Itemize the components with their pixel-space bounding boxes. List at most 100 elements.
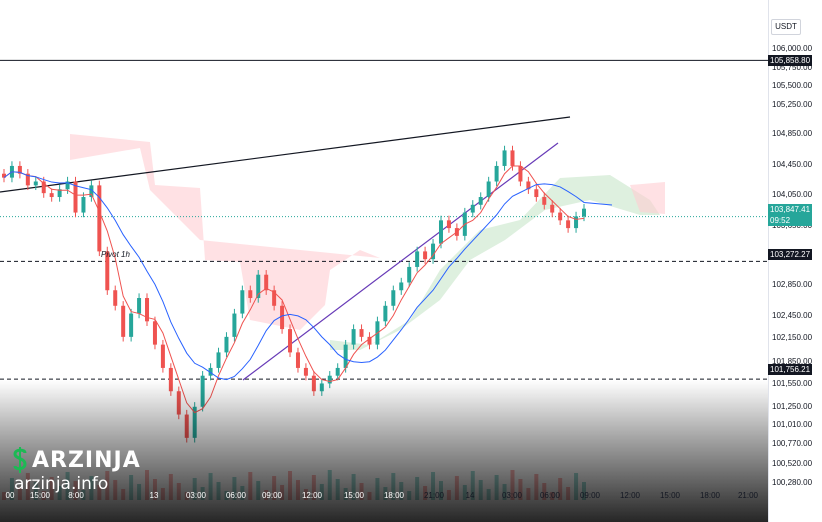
candle-body: [248, 290, 253, 299]
candle-body: [478, 197, 483, 205]
candle-body: [438, 220, 443, 244]
pivot-level-price-label: 103,272.27: [768, 249, 813, 260]
candle-body: [224, 336, 229, 353]
candle-body: [446, 220, 451, 229]
volume-bar: [494, 475, 499, 500]
volume-bar: [121, 489, 126, 500]
candle-body: [264, 274, 269, 291]
pivot-label: Pivot 1h: [101, 250, 130, 259]
volume-bar: [208, 473, 213, 500]
time-tick-label: 00: [5, 491, 15, 500]
volume-bar: [168, 474, 173, 500]
countdown-timer: 09:52: [770, 216, 791, 225]
price-tick-label: 101,010.00: [772, 420, 813, 429]
candle-body: [343, 344, 348, 368]
volume-bar: [295, 480, 300, 500]
volume-bar: [415, 477, 420, 500]
candle-body: [558, 212, 563, 221]
candle-body: [160, 344, 165, 368]
candle-body: [89, 185, 94, 198]
candle-body: [526, 181, 531, 190]
candle-body: [25, 173, 30, 186]
price-tick-label: 101,850.00: [772, 357, 813, 366]
candle-body: [327, 375, 332, 384]
candle-body: [351, 329, 356, 345]
time-tick-label: 15:00: [659, 491, 681, 500]
currency-selector[interactable]: USDT: [771, 19, 801, 35]
candle-body: [566, 220, 571, 229]
candle-body: [65, 181, 70, 190]
time-tick-label: 8:00: [68, 491, 84, 500]
volume-bar: [288, 471, 293, 500]
candle-body: [295, 352, 300, 368]
candle-body: [518, 165, 523, 182]
candle-body: [152, 321, 157, 345]
volume-bar: [129, 475, 134, 500]
candle-body: [105, 251, 110, 291]
price-axis[interactable]: [768, 0, 822, 522]
candle-body: [176, 391, 181, 415]
candle-body: [49, 193, 54, 198]
volume-bar: [113, 480, 118, 500]
volume-bar: [335, 479, 340, 500]
candle-body: [280, 305, 285, 330]
candle-body: [113, 290, 118, 306]
candle-body: [137, 298, 142, 314]
candle-body: [542, 197, 547, 205]
top-level-price-label: 105,858.80: [768, 55, 813, 66]
time-tick-label: 18:00: [383, 491, 405, 500]
price-tick-label: 104,450.00: [772, 160, 813, 169]
candle-body: [240, 290, 245, 314]
price-tick-label: 105,750.00: [772, 63, 813, 72]
time-tick-label: 15:00: [29, 491, 51, 500]
candle-body: [121, 305, 126, 337]
price-tick-label: 104,850.00: [772, 129, 813, 138]
candle-body: [17, 165, 22, 174]
candle-body: [407, 266, 412, 283]
time-tick-label: 15:00: [343, 491, 365, 500]
time-tick-label: 12:00: [619, 491, 641, 500]
candle-body: [288, 329, 293, 353]
volume-bar: [248, 472, 253, 500]
candle-body: [494, 165, 499, 182]
volume-bar: [137, 484, 142, 500]
volume-bar: [446, 490, 451, 500]
last-price-value: 103,847.41: [770, 205, 811, 214]
price-tick-label: 105,250.00: [772, 100, 813, 109]
candle-body: [256, 274, 261, 299]
volume-bar: [574, 473, 579, 500]
candle-body: [399, 282, 404, 291]
candle-body: [73, 181, 78, 213]
candle-body: [2, 173, 6, 178]
candle-body: [550, 204, 555, 213]
candle-body: [335, 367, 340, 376]
price-tick-label: 106,000.00: [772, 44, 813, 53]
volume-bar: [375, 478, 380, 500]
volume-bar: [160, 488, 165, 500]
volume-bar: [145, 470, 150, 500]
volume-bar: [454, 476, 459, 500]
candle-body: [129, 313, 134, 337]
tenkan-line: [3, 165, 585, 414]
price-tick-label: 100,770.00: [772, 439, 813, 448]
price-tick-label: 101,550.00: [772, 379, 813, 388]
candle-body: [574, 216, 579, 229]
candle-body: [216, 352, 221, 368]
kumo-bullish: [330, 175, 660, 350]
price-tick-label: 102,450.00: [772, 311, 813, 320]
candle-body: [272, 290, 277, 306]
time-tick-label: 03:00: [185, 491, 207, 500]
time-tick-label: 13: [149, 491, 159, 500]
candle-body: [486, 181, 491, 198]
candle-body: [502, 150, 507, 166]
candle-body: [232, 313, 237, 337]
volume-bar: [176, 483, 181, 500]
candle-body: [319, 383, 324, 392]
candle-body: [33, 181, 38, 186]
brand-logo: ARZINJA: [12, 446, 141, 474]
candle-body: [359, 329, 364, 337]
time-tick-label: 06:00: [539, 491, 561, 500]
time-tick-label: 14: [465, 491, 475, 500]
